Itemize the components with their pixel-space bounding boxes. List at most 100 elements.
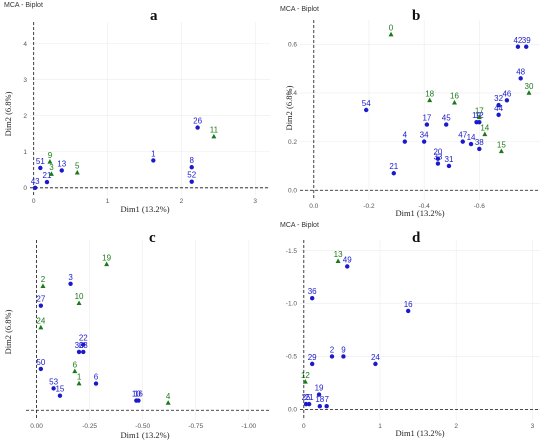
point-marker <box>302 379 308 384</box>
point-marker <box>335 258 341 263</box>
point-label: 47 <box>458 131 467 140</box>
point-marker <box>38 366 44 372</box>
point-label: 15 <box>497 140 506 149</box>
point-label: 16 <box>450 92 459 101</box>
y-axis-label: Dim2 (6.8%) <box>284 85 294 130</box>
point-label: 45 <box>442 114 451 123</box>
point-marker <box>498 148 504 154</box>
point-label: 30 <box>525 82 534 91</box>
point-marker <box>515 44 521 49</box>
y-tick-label: 0.6 <box>288 42 297 49</box>
point-label: 39 <box>522 36 531 45</box>
y-tick-label: 0.0 <box>288 187 297 194</box>
point-marker <box>74 169 80 175</box>
point-label: 17 <box>475 106 484 115</box>
x-tick-label: -0.50 <box>135 423 150 430</box>
point-marker <box>329 354 335 359</box>
point-marker <box>421 139 427 144</box>
panel-letter: a <box>150 8 158 24</box>
panel-letter: c <box>149 230 156 246</box>
point-marker <box>451 99 457 105</box>
point-label: 21 <box>305 393 314 402</box>
point-marker <box>306 401 312 407</box>
point-label: 5 <box>75 162 80 171</box>
plot-area: 0.0 -0.2 -0.4 -0.6 0.0 0.2 0.4 0.6 54 21 4 34 17 45 20… <box>288 20 540 210</box>
x-tick-label: -0.4 <box>419 203 431 210</box>
point-label: 8 <box>189 156 194 165</box>
point-marker <box>104 261 110 267</box>
point-label: 14 <box>467 133 476 142</box>
point-marker <box>324 404 329 409</box>
point-label: 10 <box>75 292 84 301</box>
point-label: 9 <box>341 345 346 354</box>
x-tick-label: -0.2 <box>363 203 375 210</box>
panel-title: MCA - Biplot <box>4 2 43 9</box>
point-marker <box>405 308 411 314</box>
y-axis-label: Dim2 (6.8%) <box>3 309 13 354</box>
y-axis-label: Dim2 (6.8%) <box>3 91 13 136</box>
x-tick-label: 2 <box>454 423 458 430</box>
point-label: 2 <box>330 345 335 354</box>
point-marker <box>309 296 315 301</box>
point-label: 13 <box>334 250 343 259</box>
x-tick-label: 3 <box>253 198 257 205</box>
point-marker <box>93 381 99 386</box>
point-marker <box>316 392 322 397</box>
point-marker <box>47 159 53 164</box>
point-marker <box>211 133 217 139</box>
panel-title: MCA - Biplot <box>280 6 319 13</box>
point-marker <box>189 165 194 170</box>
point-marker <box>388 31 394 37</box>
point-label: 20 <box>433 148 442 157</box>
point-label: 25 <box>302 393 311 402</box>
point-label: 13 <box>57 159 66 168</box>
point-marker <box>38 165 43 171</box>
y-tick-label: 2 <box>23 113 27 120</box>
point-marker <box>59 168 64 173</box>
x-axis-label: Dim1 (13.2%) <box>395 428 444 438</box>
panel-d: MCA - Biplot d Dim1 (13.2%) 0 1 2 3-1.5-1.0… <box>280 222 540 438</box>
point-marker <box>341 354 346 359</box>
y-tick-label: -0.5 <box>286 354 298 361</box>
panel-letter: d <box>412 230 421 246</box>
point-marker <box>76 349 82 355</box>
point-marker <box>460 139 465 144</box>
point-label: 38 <box>475 138 484 147</box>
point-marker <box>524 44 529 49</box>
panel-letter: b <box>412 8 420 24</box>
point-marker <box>40 283 46 289</box>
point-label: 16 <box>134 390 143 399</box>
point-marker <box>526 90 532 95</box>
y-tick-label: 0.2 <box>288 139 297 146</box>
point-label: 15 <box>55 385 64 394</box>
x-axis-label: Dim1 (13.2%) <box>120 430 169 440</box>
point-label: 9 <box>48 151 53 160</box>
point-label: 26 <box>193 117 202 126</box>
point-label: 49 <box>343 255 352 264</box>
point-marker <box>81 342 86 347</box>
point-marker <box>309 361 315 367</box>
point-marker <box>477 146 482 152</box>
point-label: 54 <box>362 99 371 108</box>
point-label: 24 <box>371 353 380 362</box>
point-label: 31 <box>445 155 454 164</box>
point-marker <box>482 131 488 137</box>
point-label: 11 <box>210 126 219 135</box>
point-label: 48 <box>516 67 525 76</box>
point-marker <box>424 122 430 127</box>
x-tick-label: -0.25 <box>82 423 97 430</box>
point-marker <box>373 361 378 367</box>
x-tick-label: 0.0 <box>309 203 318 210</box>
point-marker <box>402 139 408 144</box>
x-tick-label: 0.00 <box>30 423 43 430</box>
point-marker <box>435 161 441 166</box>
panel-a: MCA - Biplot a Dim1 (13.2%) Dim2 (6.8%) … <box>3 2 270 214</box>
point-marker <box>136 398 141 403</box>
point-marker <box>57 393 63 398</box>
y-tick-label: 0.4 <box>288 90 297 97</box>
x-tick-label: 1 <box>378 423 382 430</box>
point-label: 19 <box>102 253 111 262</box>
x-axis-label: Dim1 (13.2%) <box>120 204 169 214</box>
point-label: 17 <box>422 114 431 123</box>
point-label: 22 <box>79 334 88 343</box>
